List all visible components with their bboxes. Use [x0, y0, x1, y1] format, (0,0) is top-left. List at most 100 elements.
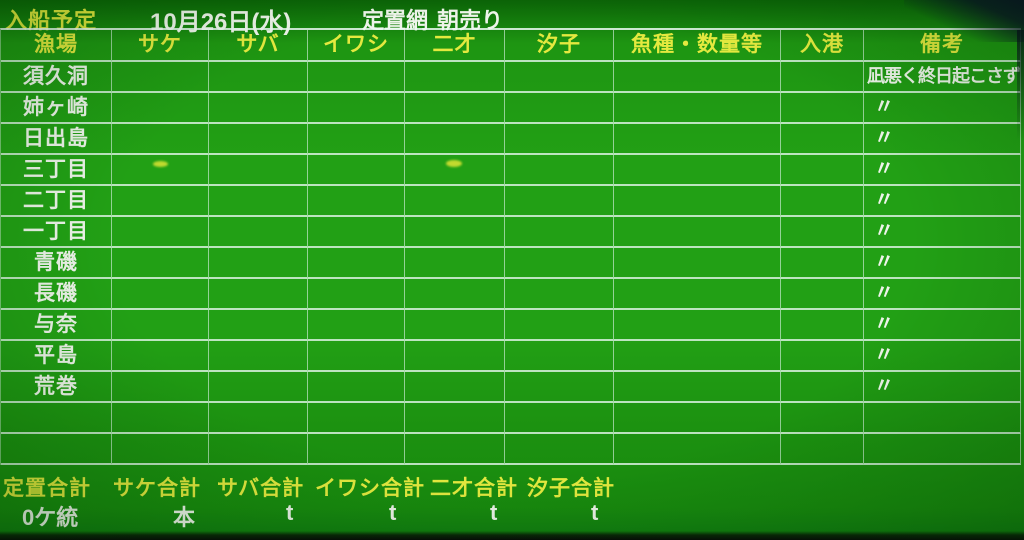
empty-cell: [781, 341, 864, 372]
summary-label-4: 二才合計: [430, 477, 518, 500]
column-header-5: 汐子: [505, 30, 614, 62]
empty-cell: [112, 186, 209, 217]
empty-cell: [209, 403, 308, 434]
empty-cell: [308, 341, 405, 372]
remark-cell: [864, 434, 1021, 465]
empty-cell: [505, 372, 614, 403]
empty-cell: [781, 186, 864, 217]
empty-cell: [209, 341, 308, 372]
empty-cell: [209, 217, 308, 248]
empty-cell: [209, 248, 308, 279]
photo-bottom-edge: [0, 531, 1024, 540]
empty-cell: [781, 93, 864, 124]
summary-label-3: イワシ合計: [315, 477, 425, 500]
empty-cell: [209, 310, 308, 341]
empty-cell: [308, 434, 405, 465]
summary-value-2: t: [286, 500, 294, 525]
empty-cell: [405, 248, 505, 279]
empty-cell: [614, 62, 781, 93]
empty-cell: [405, 341, 505, 372]
summary-label-2: サバ合計: [217, 477, 305, 500]
empty-cell: [405, 62, 505, 93]
summary-value-0: 0ケ統: [22, 505, 79, 530]
empty-cell: [112, 217, 209, 248]
empty-cell: [308, 310, 405, 341]
empty-cell: [405, 372, 505, 403]
empty-cell: [308, 155, 405, 186]
column-header-6: 魚種・数量等: [614, 30, 781, 62]
empty-cell: [781, 279, 864, 310]
empty-cell: [405, 434, 505, 465]
fishery-name: 荒巻: [1, 372, 112, 403]
empty-cell: [308, 93, 405, 124]
column-header-0: 漁場: [1, 30, 112, 62]
empty-cell: [209, 124, 308, 155]
empty-cell: [614, 279, 781, 310]
fishery-name: 姉ヶ崎: [1, 93, 112, 124]
empty-cell: [614, 403, 781, 434]
remark-cell: 〃: [864, 310, 1021, 341]
empty-cell: [614, 124, 781, 155]
summary-label-5: 汐子合計: [527, 477, 615, 500]
empty-cell: [209, 62, 308, 93]
fishery-name: 長磯: [1, 279, 112, 310]
column-header-4: 二才: [405, 30, 505, 62]
empty-cell: [405, 93, 505, 124]
empty-cell: [112, 248, 209, 279]
remark-cell: 〃: [864, 186, 1021, 217]
empty-cell: [112, 372, 209, 403]
empty-cell: [614, 155, 781, 186]
empty-cell: [308, 186, 405, 217]
empty-cell: [209, 93, 308, 124]
empty-cell: [781, 217, 864, 248]
fishery-name: 与奈: [1, 310, 112, 341]
title-bar: 入船予定 10月26日(水) 定置網 朝売り: [0, 0, 1024, 36]
remark-cell: 〃: [864, 124, 1021, 155]
empty-cell: [614, 186, 781, 217]
remark-cell: 〃: [864, 248, 1021, 279]
column-header-8: 備考: [864, 30, 1021, 62]
remark-cell: 凪悪く終日起こさず: [864, 62, 1021, 93]
empty-cell: [405, 217, 505, 248]
empty-cell: [209, 155, 308, 186]
empty-cell: [505, 93, 614, 124]
empty-cell: [505, 248, 614, 279]
empty-cell: [209, 372, 308, 403]
summary-value-4: t: [490, 500, 498, 525]
empty-cell: [505, 155, 614, 186]
empty-cell: [614, 93, 781, 124]
column-header-3: イワシ: [308, 30, 405, 62]
empty-cell: [112, 279, 209, 310]
summary-value-5: t: [591, 500, 599, 525]
fishery-name: 三丁目: [1, 155, 112, 186]
fishery-name: [1, 403, 112, 434]
column-header-2: サバ: [209, 30, 308, 62]
empty-cell: [781, 155, 864, 186]
empty-cell: [505, 341, 614, 372]
empty-cell: [614, 434, 781, 465]
chalk-smudge: [446, 160, 462, 167]
empty-cell: [209, 186, 308, 217]
chalk-smudge: [153, 161, 168, 167]
empty-cell: [781, 62, 864, 93]
summary-value-1: 本: [173, 505, 196, 530]
fishery-name: 須久洞: [1, 62, 112, 93]
empty-cell: [505, 62, 614, 93]
empty-cell: [112, 310, 209, 341]
empty-cell: [614, 248, 781, 279]
remark-cell: 〃: [864, 279, 1021, 310]
empty-cell: [781, 248, 864, 279]
empty-cell: [308, 124, 405, 155]
fishery-name: 二丁目: [1, 186, 112, 217]
empty-cell: [405, 124, 505, 155]
empty-cell: [112, 403, 209, 434]
empty-cell: [209, 434, 308, 465]
empty-cell: [405, 279, 505, 310]
empty-cell: [405, 186, 505, 217]
empty-cell: [209, 279, 308, 310]
empty-cell: [614, 310, 781, 341]
empty-cell: [505, 186, 614, 217]
empty-cell: [405, 403, 505, 434]
empty-cell: [112, 155, 209, 186]
empty-cell: [112, 341, 209, 372]
